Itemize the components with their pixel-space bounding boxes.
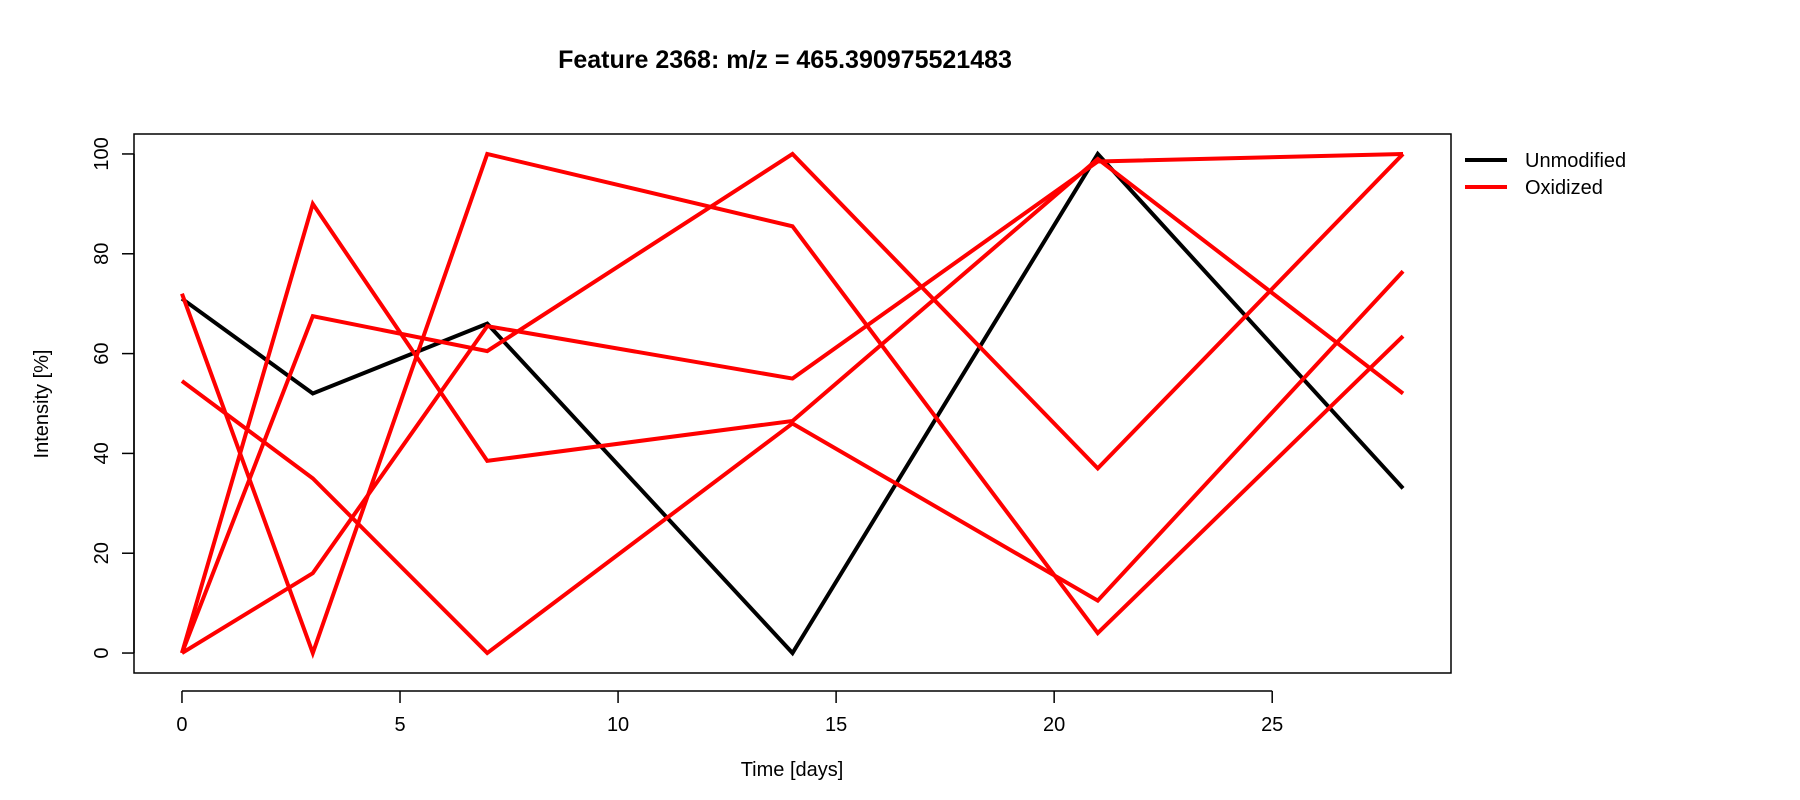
x-tick-label: 10 xyxy=(607,714,629,736)
x-axis-label: Time [days] xyxy=(741,759,844,781)
y-tick-label: 60 xyxy=(91,342,113,364)
y-axis-label: Intensity [%] xyxy=(31,350,53,459)
x-tick-label: 20 xyxy=(1043,714,1065,736)
legend-label-unmodified: Unmodified xyxy=(1525,150,1626,172)
y-tick-label: 0 xyxy=(91,647,113,658)
series-layer xyxy=(180,150,1405,659)
legend: Unmodified Oxidized xyxy=(1465,150,1626,199)
x-tick-label: 0 xyxy=(176,714,187,736)
legend-label-oxidized: Oxidized xyxy=(1525,177,1603,199)
series-line-oxidized-3 xyxy=(180,269,1405,656)
x-tick-label: 25 xyxy=(1261,714,1283,736)
y-tick-label: 20 xyxy=(91,542,113,564)
series-line-oxidized-2 xyxy=(180,151,1405,659)
chart-title: Feature 2368: m/z = 465.390975521483 xyxy=(558,46,1012,74)
series-line-oxidized-4 xyxy=(180,151,1405,654)
x-tick-label: 15 xyxy=(825,714,847,736)
plot-frame xyxy=(133,133,1452,674)
series-line-oxidized-6 xyxy=(180,151,1404,655)
y-axis: 0 20 40 60 80 100 xyxy=(91,137,135,659)
y-tick-label: 40 xyxy=(91,442,113,464)
series-line-oxidized-5 xyxy=(180,156,1405,654)
y-tick-label: 80 xyxy=(91,243,113,265)
y-tick-label: 100 xyxy=(91,137,113,170)
x-axis: 0 5 10 15 20 25 xyxy=(176,690,1283,736)
x-tick-label: 5 xyxy=(394,714,405,736)
